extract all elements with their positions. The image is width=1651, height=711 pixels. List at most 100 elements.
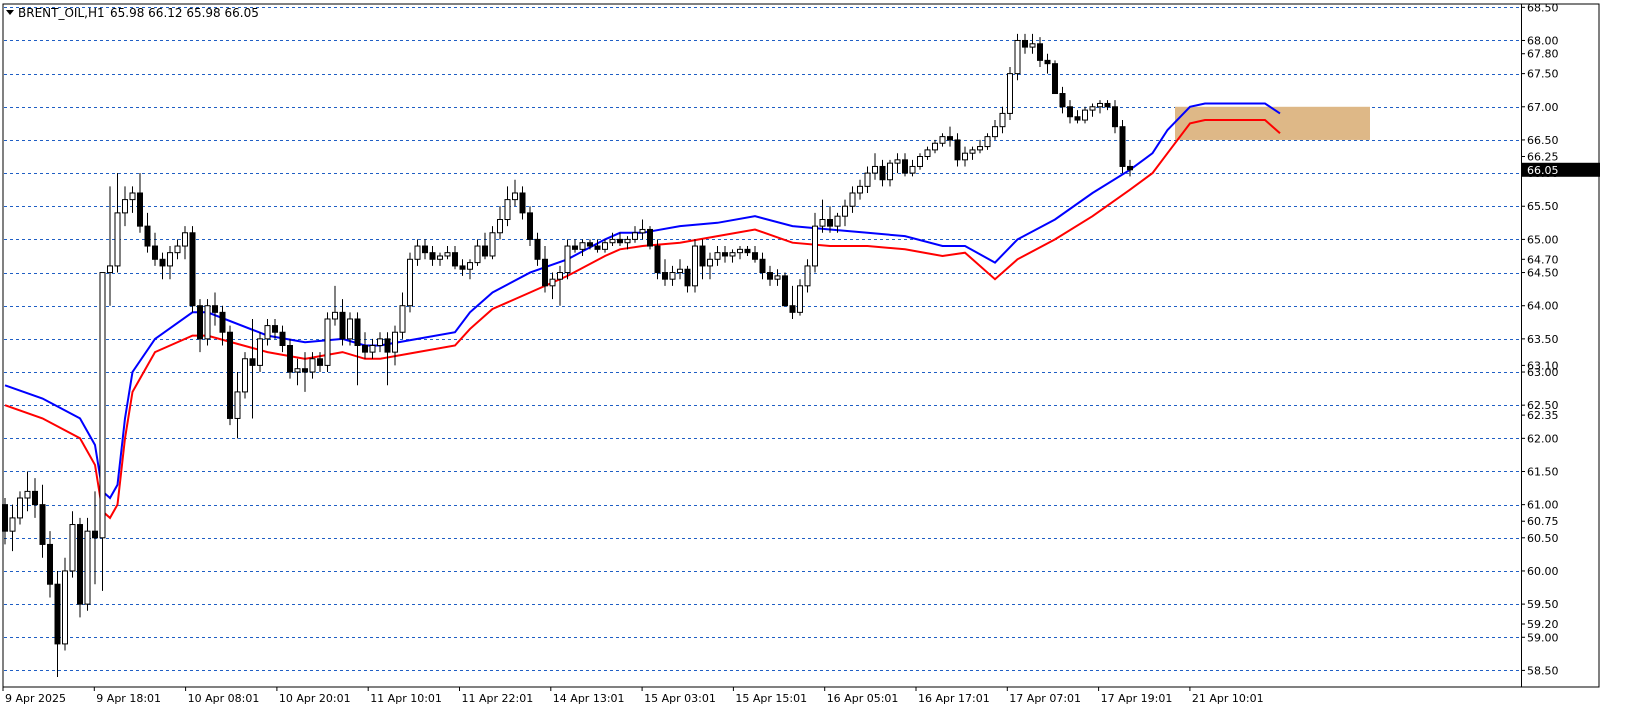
price-tick-label: 64.70 bbox=[1527, 253, 1559, 266]
candle-body-down bbox=[879, 165, 886, 181]
price-axis[interactable]: 68.5068.0067.8067.5067.0066.5066.2566.00… bbox=[1521, 1, 1600, 687]
candle bbox=[497, 206, 503, 240]
time-tick-label: 21 Apr 10:01 bbox=[1192, 692, 1264, 705]
candle bbox=[392, 325, 398, 366]
time-tick-label: 9 Apr 2025 bbox=[5, 692, 66, 705]
candle-body-down bbox=[287, 345, 293, 373]
candle-body-up bbox=[924, 149, 931, 158]
candle bbox=[609, 232, 616, 247]
candle-body-down bbox=[137, 192, 143, 227]
ohlc-values: 65.98 66.12 65.98 66.05 bbox=[110, 6, 259, 20]
candle bbox=[249, 318, 256, 419]
candle bbox=[9, 504, 16, 552]
candle bbox=[242, 352, 248, 399]
candle bbox=[692, 239, 698, 293]
candle bbox=[167, 246, 173, 280]
candle bbox=[24, 471, 31, 512]
candle-body-up bbox=[122, 199, 128, 214]
candle-body-up bbox=[857, 185, 863, 194]
candle bbox=[797, 279, 803, 316]
moving-averages bbox=[4, 102, 1281, 520]
candle bbox=[39, 484, 46, 558]
candle-body-up bbox=[1097, 102, 1103, 108]
candle-body-up bbox=[399, 305, 406, 333]
candle bbox=[549, 272, 556, 300]
candle bbox=[902, 153, 908, 177]
candle-body-up bbox=[444, 252, 451, 257]
candle bbox=[234, 372, 241, 439]
candle bbox=[557, 265, 563, 306]
candle bbox=[849, 186, 856, 213]
candle bbox=[572, 239, 578, 253]
candle bbox=[99, 272, 106, 591]
candle bbox=[204, 299, 211, 346]
time-axis[interactable]: 9 Apr 2025 9 Apr 18:01 10 Apr 08:01 10 Apr … bbox=[2, 687, 1264, 705]
candle bbox=[369, 338, 376, 359]
price-tick-label: 60.75 bbox=[1527, 515, 1559, 528]
candle bbox=[174, 239, 181, 260]
candle-body-up bbox=[729, 252, 736, 257]
candle bbox=[564, 239, 571, 280]
candle bbox=[804, 259, 811, 293]
candle bbox=[1104, 100, 1111, 111]
candle-body-up bbox=[167, 252, 173, 267]
candle-body-up bbox=[917, 156, 923, 167]
candle bbox=[459, 259, 466, 276]
candle bbox=[782, 272, 788, 307]
candle-body-down bbox=[684, 268, 691, 287]
candle-body-down bbox=[752, 252, 758, 260]
candle bbox=[62, 557, 68, 651]
candle bbox=[1067, 100, 1073, 124]
candle bbox=[474, 239, 481, 266]
candle-body-up bbox=[624, 238, 631, 244]
candle-body-down bbox=[422, 245, 428, 254]
candle-body-down bbox=[429, 252, 436, 260]
candle bbox=[624, 236, 631, 250]
candle-body-up bbox=[242, 358, 248, 393]
candle-body-down bbox=[339, 311, 346, 340]
candle bbox=[962, 146, 968, 167]
price-tick-label: 61.50 bbox=[1527, 465, 1559, 478]
candle bbox=[437, 252, 443, 266]
price-tick-label: 67.50 bbox=[1527, 68, 1559, 81]
candle bbox=[129, 186, 136, 213]
candle-body-up bbox=[1029, 43, 1036, 48]
symbol-label: BRENT_OIL,H1 bbox=[18, 6, 105, 20]
candle-body-down bbox=[317, 358, 323, 366]
candle bbox=[594, 239, 601, 253]
candle-body-up bbox=[962, 152, 968, 161]
candle bbox=[92, 491, 98, 585]
candle-body-down bbox=[227, 331, 233, 419]
candle-body-up bbox=[842, 205, 848, 217]
time-tick-label: 15 Apr 03:01 bbox=[644, 692, 716, 705]
candle-body-down bbox=[249, 358, 256, 366]
candle-body-up bbox=[62, 570, 68, 645]
candle bbox=[954, 133, 961, 167]
price-tick-label: 67.00 bbox=[1527, 101, 1559, 114]
candle-body-up bbox=[632, 232, 638, 240]
supply-zone bbox=[1175, 106, 1370, 140]
candle-body-up bbox=[474, 245, 481, 264]
candle-body-up bbox=[182, 232, 188, 247]
candle-body-down bbox=[827, 219, 833, 227]
candle bbox=[152, 232, 158, 266]
candle bbox=[662, 259, 668, 286]
candle-body-down bbox=[362, 345, 368, 353]
zone-layer bbox=[1175, 106, 1370, 140]
candle bbox=[2, 498, 8, 545]
candle bbox=[812, 212, 818, 273]
candle bbox=[399, 292, 406, 339]
candle-body-up bbox=[609, 238, 616, 244]
candle-body-up bbox=[692, 245, 698, 287]
price-tick-label: 59.20 bbox=[1527, 618, 1559, 631]
candle bbox=[407, 252, 413, 313]
time-tick-label: 16 Apr 17:01 bbox=[918, 692, 990, 705]
dropdown-triangle-icon[interactable] bbox=[6, 10, 14, 15]
candle bbox=[714, 246, 721, 266]
candle bbox=[452, 246, 458, 270]
candle-body-up bbox=[812, 225, 818, 267]
candle bbox=[774, 269, 781, 286]
candle bbox=[264, 318, 271, 346]
candle bbox=[879, 159, 886, 187]
candle-body-up bbox=[489, 232, 496, 257]
